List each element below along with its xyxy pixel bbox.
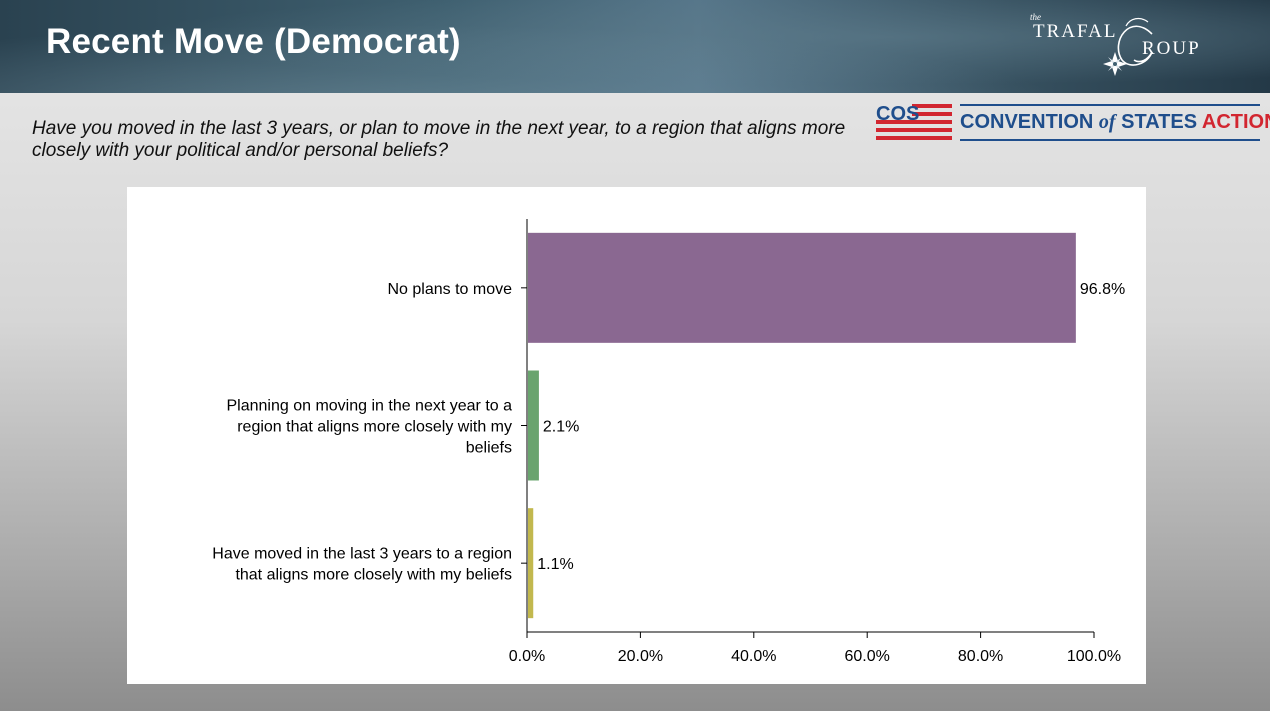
bar	[528, 370, 539, 481]
value-label: 1.1%	[537, 556, 573, 573]
value-label: 2.1%	[543, 419, 579, 436]
trafalgar-group-logo: the TRAFAL ROUP	[1030, 12, 1220, 82]
category-label-line: that aligns more closely with my beliefs	[235, 567, 512, 584]
flag-stripes-icon: COS	[876, 103, 952, 140]
category-label-line: Have moved in the last 3 years to a regi…	[212, 546, 512, 563]
x-tick-label: 60.0%	[845, 648, 890, 665]
value-label: 96.8%	[1080, 281, 1125, 298]
bar	[528, 508, 534, 619]
chart-panel: 0.0% 20.0% 40.0% 60.0% 80.0% 100.0% No plans t…	[127, 187, 1146, 684]
x-tick-label: 0.0%	[509, 648, 545, 665]
cos-name-part2: STATES	[1115, 111, 1202, 133]
category-label: Planning on moving in the next year to a…	[226, 398, 512, 457]
cos-top-rule	[960, 104, 1260, 106]
trafalgar-logo-word1: TRAFAL	[1033, 21, 1118, 42]
x-tick-label: 100.0%	[1067, 648, 1121, 665]
trafalgar-logo-the: the	[1030, 12, 1041, 22]
cos-name-action: ACTION	[1201, 111, 1270, 133]
header-banner: Recent Move (Democrat) the TRAFAL ROUP	[0, 0, 1270, 93]
bar	[528, 232, 1076, 343]
category-label-line: beliefs	[466, 440, 512, 457]
trafalgar-logo-word2: ROUP	[1142, 38, 1201, 59]
category-label-line: region that aligns more closely with my	[237, 419, 512, 436]
compass-rose-icon	[1103, 52, 1127, 76]
cos-name-part1: CONVENTION	[960, 111, 1099, 133]
bar-chart: 0.0% 20.0% 40.0% 60.0% 80.0% 100.0% No plans t…	[212, 219, 1125, 665]
x-tick-label: 20.0%	[618, 648, 663, 665]
survey-question: Have you moved in the last 3 years, or p…	[32, 118, 846, 161]
cos-name-of: of	[1098, 111, 1116, 133]
x-tick-label: 80.0%	[958, 648, 1003, 665]
cos-name: CONVENTION of STATES ACTION	[960, 111, 1270, 134]
trafalgar-logo-swash	[1117, 17, 1153, 66]
category-label-line: No plans to move	[387, 281, 512, 298]
category-label-line: Planning on moving in the next year to a	[226, 398, 512, 415]
page-title: Recent Move (Democrat)	[46, 22, 461, 61]
cos-bottom-rule	[960, 139, 1260, 141]
cos-mark: COS	[876, 103, 919, 125]
x-tick-label: 40.0%	[731, 648, 776, 665]
convention-of-states-logo: COS CONVENTION of STATES ACTION	[876, 99, 1270, 145]
category-label: Have moved in the last 3 years to a regi…	[212, 546, 512, 584]
category-label: No plans to move	[387, 281, 512, 298]
